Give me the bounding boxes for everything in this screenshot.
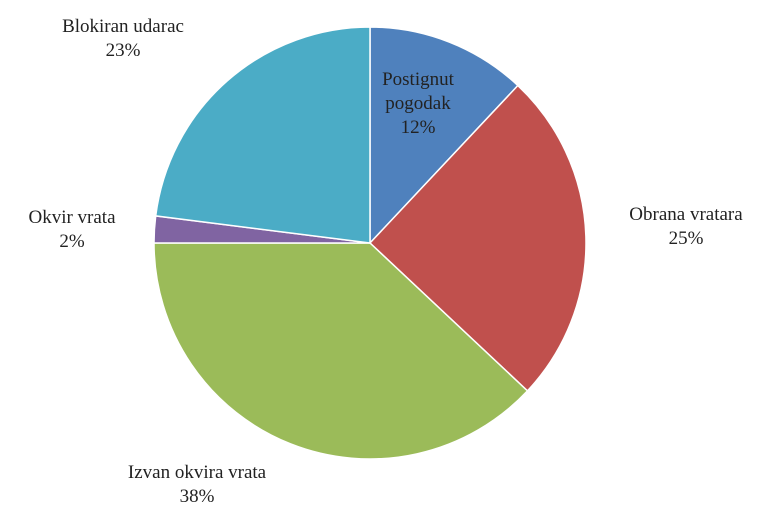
pie-slice	[368, 84, 587, 392]
value-label: 23%	[105, 40, 141, 61]
slice-label: Obrana vratara 25%	[586, 203, 766, 251]
value-label: 25%	[668, 228, 704, 249]
value-label: 38%	[179, 486, 215, 507]
slice-label: Postignut pogodak 12%	[363, 68, 473, 140]
category-label: Okvir vrata	[28, 207, 116, 228]
pie-slice	[369, 26, 519, 245]
pie-slice	[154, 26, 371, 244]
value-label: 2%	[59, 231, 85, 252]
category-label: Blokiran udarac	[62, 16, 184, 37]
category-label: Izvan okvira vrata	[127, 462, 267, 483]
slice-label: Izvan okvira vrata 38%	[77, 461, 317, 509]
pie-slice	[153, 242, 529, 460]
slice-label: Blokiran udarac 23%	[23, 15, 223, 63]
category-label: Postignut pogodak	[382, 69, 454, 114]
category-label: Obrana vratara	[629, 204, 743, 225]
slice-label: Okvir vrata 2%	[2, 206, 142, 254]
value-label: 12%	[400, 117, 436, 138]
